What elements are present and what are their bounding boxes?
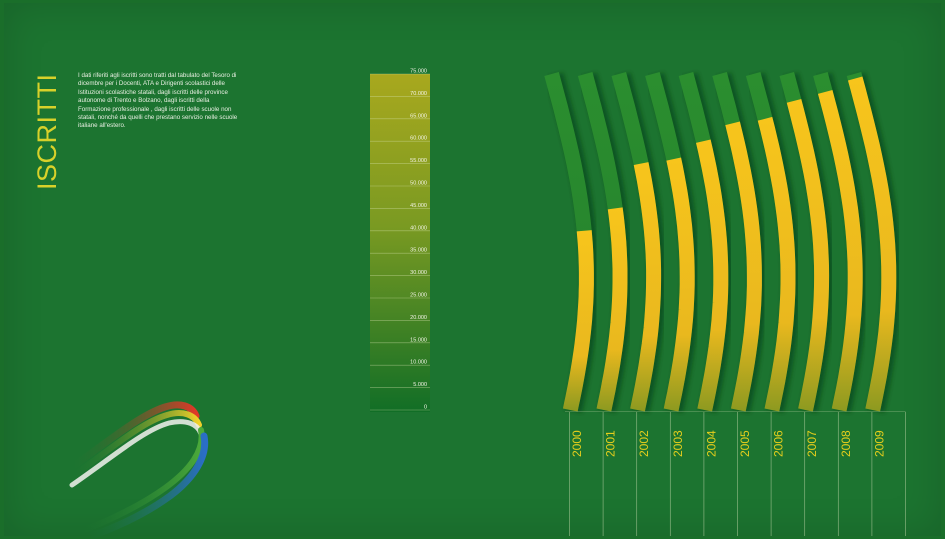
- scale-tick-label: 65.000: [410, 113, 427, 119]
- bar-2009: [847, 76, 897, 412]
- description-text: I dati riferiti agli iscritti sono tratt…: [78, 72, 238, 130]
- year-label-2003: 2003: [671, 430, 685, 457]
- scale-tick-label: 10.000: [410, 360, 427, 366]
- year-label-2007: 2007: [805, 430, 819, 457]
- scale-gridlines: [370, 73, 430, 411]
- bar-2007: [786, 98, 830, 412]
- scale-tick-label: 75.000: [410, 69, 427, 75]
- year-labels: 2000 2001 2002 2003 2004 2005 2006 2007 2008 2009: [565, 411, 906, 536]
- scale-tick-label: 55.000: [410, 158, 427, 164]
- ribbon-logo: [64, 401, 209, 539]
- year-label-2004: 2004: [704, 430, 718, 457]
- scale-tick-label: 50.000: [410, 181, 427, 187]
- year-label-2008: 2008: [839, 430, 853, 457]
- bar-2004: [695, 139, 729, 412]
- scale-tick-label: 25.000: [410, 293, 427, 299]
- bar-2002: [630, 162, 662, 412]
- year-label-2001: 2001: [604, 430, 618, 457]
- scale-tick-label: 35.000: [410, 248, 427, 254]
- scale-tick-labels: 0 5.000 10.000 15.000 20.000 25.000 30.000 35.0…: [410, 69, 427, 411]
- scale-tick-label: 40.000: [410, 225, 427, 231]
- year-label-2009: 2009: [872, 430, 886, 457]
- scale-tick-label: 20.000: [410, 315, 427, 321]
- bar-2000: [562, 230, 594, 412]
- bar-2006: [757, 116, 796, 412]
- year-label-2000: 2000: [570, 430, 584, 457]
- scale-tick-label: 60.000: [410, 136, 427, 142]
- year-label-2006: 2006: [772, 430, 786, 457]
- bar-2001: [596, 207, 628, 412]
- scale-tick-label: 30.000: [410, 270, 427, 276]
- scale-tick-label: 0: [424, 405, 427, 411]
- bar-2003: [663, 157, 695, 412]
- scale-column: [370, 74, 430, 412]
- scale-tick-label: 15.000: [410, 337, 427, 343]
- year-label-2005: 2005: [738, 430, 752, 457]
- bar-group: [544, 72, 901, 413]
- bar-2005: [725, 121, 762, 412]
- scale-tick-label: 45.000: [410, 203, 427, 209]
- scale-tick-label: 5.000: [413, 382, 427, 388]
- bar-2008: [817, 89, 863, 412]
- year-label-2002: 2002: [637, 430, 651, 457]
- scale-tick-label: 70.000: [410, 91, 427, 97]
